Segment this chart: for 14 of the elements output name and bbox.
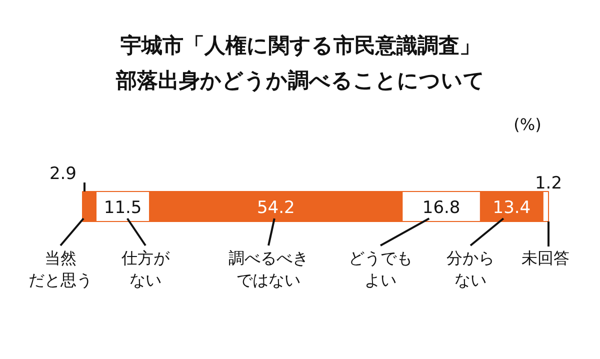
- series-label: 調べるべきではない: [228, 248, 308, 290]
- series-label: 当然だと思う: [28, 248, 92, 290]
- chart-title: 宇城市「人権に関する市民意識調査」部落出身かどうか調べることについて: [115, 34, 485, 92]
- series-label: どうでもよい: [348, 248, 412, 290]
- text: 未回答: [522, 248, 570, 268]
- data-label: 13.4: [492, 198, 531, 218]
- data-label: 2.9: [49, 164, 77, 184]
- data-label: 16.8: [422, 198, 460, 218]
- text: (%): [514, 115, 542, 134]
- data-label: 11.5: [104, 198, 142, 218]
- data-label: 54.2: [256, 198, 295, 218]
- data-label: 1.2: [534, 174, 562, 194]
- series-label: 分からない: [446, 248, 494, 290]
- series-label: 仕方がない: [120, 248, 170, 290]
